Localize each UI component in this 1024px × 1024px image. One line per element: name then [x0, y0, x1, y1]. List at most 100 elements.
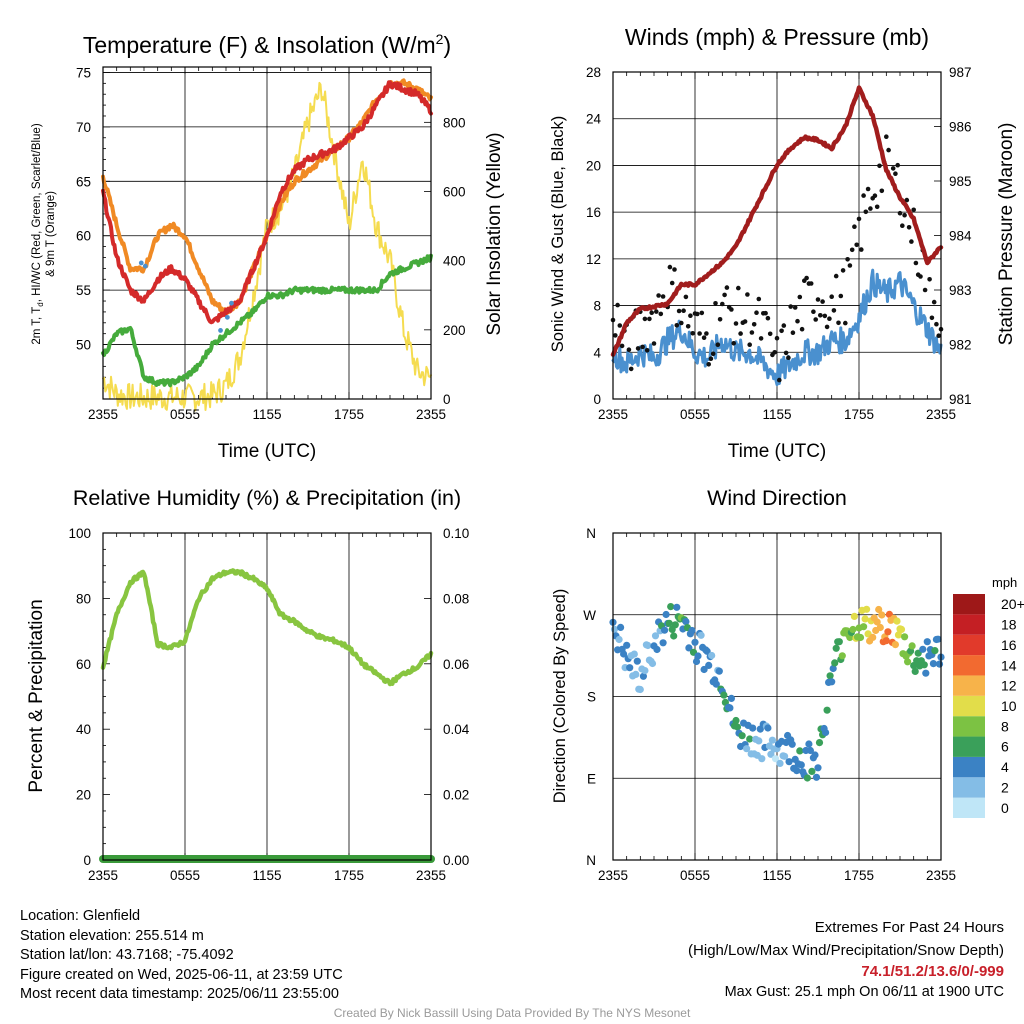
direction-point [715, 667, 723, 675]
gust-point [788, 304, 793, 309]
direction-point [781, 752, 789, 760]
gust-point [893, 171, 898, 176]
direction-point [708, 651, 716, 660]
direction-point [875, 605, 883, 614]
rh-ytick-label: 100 [68, 526, 91, 541]
gust-point [656, 293, 661, 298]
gust-point [774, 335, 780, 341]
gust-point [763, 310, 768, 316]
temp-2m-line [101, 80, 433, 325]
gust-point [829, 294, 834, 300]
dir-title: Wind Direction [707, 486, 847, 510]
precip-ytick-label: 0.00 [443, 853, 469, 868]
gust-point [836, 320, 841, 326]
direction-point [931, 647, 939, 655]
gust-point [658, 311, 664, 317]
max-gust-text: Max Gust: 25.1 mph On 06/11 at 1900 UTC [724, 983, 1004, 1000]
direction-point [776, 759, 784, 768]
direction-point [805, 740, 813, 748]
temp-ytick-label: 60 [76, 229, 91, 244]
direction-point [697, 631, 705, 639]
temp-xtick-label: 1155 [252, 407, 281, 422]
direction-point [623, 641, 631, 649]
direction-point [633, 657, 641, 665]
colorbar-label: 2 [1001, 779, 1009, 795]
gust-point [720, 301, 725, 307]
direction-point [671, 621, 679, 629]
colorbar-cell [953, 594, 985, 615]
gust-point [747, 342, 752, 348]
insolation-ytick-label: 0 [443, 392, 451, 407]
colorbar-cell [953, 797, 985, 818]
wind-chill-point [138, 260, 144, 266]
direction-point [919, 645, 927, 653]
rh-ytick-label: 0 [83, 853, 91, 868]
direction-point [863, 605, 871, 613]
direction-point [811, 751, 819, 759]
wind-chill-point [229, 300, 234, 306]
precip-ytick-label: 0.10 [443, 526, 469, 541]
wind-ytick-label: 16 [586, 205, 601, 220]
direction-point [869, 633, 877, 642]
rh-ytick-label: 20 [76, 788, 91, 803]
gust-point [722, 292, 727, 298]
colorbar-title: mph [992, 575, 1017, 590]
gust-point [913, 260, 919, 266]
insolation-ylabel: Solar Insolation (Yellow) [484, 132, 505, 335]
precip-ytick-label: 0.02 [443, 788, 469, 803]
direction-point [626, 664, 634, 672]
direction-point [856, 633, 865, 642]
gust-point [617, 323, 623, 328]
gust-point [818, 313, 823, 318]
wind-ytick-label: 4 [593, 345, 601, 360]
direction-point [755, 737, 763, 745]
direction-point [849, 625, 857, 634]
gust-point [647, 316, 652, 322]
dir-ytick-label: E [587, 771, 596, 786]
direction-point [850, 612, 859, 621]
gust-point [865, 186, 871, 192]
temp-xtick-label: 1755 [334, 407, 364, 422]
gust-point [649, 310, 654, 316]
direction-point [788, 740, 796, 748]
wind-chill-point [224, 314, 230, 320]
extremes-title: Extremes For Past 24 Hours [814, 919, 1004, 936]
direction-point [873, 618, 881, 626]
direction-point [615, 635, 623, 644]
gust-point [724, 285, 730, 290]
direction-point [673, 603, 681, 611]
gust-point [909, 239, 914, 244]
dir-xtick-label: 1755 [844, 868, 874, 883]
recent-text: Most recent data timestamp: 2025/06/11 2… [20, 986, 339, 1002]
gust-point [820, 299, 825, 304]
direction-point [832, 644, 840, 652]
direction-point [823, 706, 831, 714]
location-text: Location: Glenfield [20, 908, 141, 924]
created-text: Figure created on Wed, 2025-06-11, at 23… [20, 966, 343, 983]
direction-point [630, 650, 638, 658]
pressure-line [610, 85, 944, 357]
gust-point [824, 324, 830, 330]
gust-point [854, 242, 859, 248]
direction-point [806, 746, 815, 755]
wind-ytick-label: 0 [593, 392, 601, 407]
direction-point [908, 642, 916, 650]
direction-point [796, 747, 804, 755]
gust-point [897, 210, 903, 216]
rh-xtick-label: 1155 [252, 868, 281, 883]
direction-point [749, 724, 757, 732]
rh-ytick-label: 40 [76, 722, 91, 737]
direction-point [831, 659, 839, 667]
insolation-line [102, 81, 432, 412]
gust-point [667, 264, 673, 270]
gust-point [767, 331, 773, 337]
gust-point [904, 197, 910, 203]
gust-point [654, 309, 659, 314]
wind-xlabel: Time (UTC) [728, 441, 827, 462]
gust-point [745, 292, 750, 297]
direction-point [911, 667, 919, 676]
gust-point [651, 341, 657, 346]
temp-xtick-label: 2355 [416, 407, 446, 422]
direction-point [712, 680, 720, 688]
temp-ytick-label: 65 [76, 174, 91, 189]
